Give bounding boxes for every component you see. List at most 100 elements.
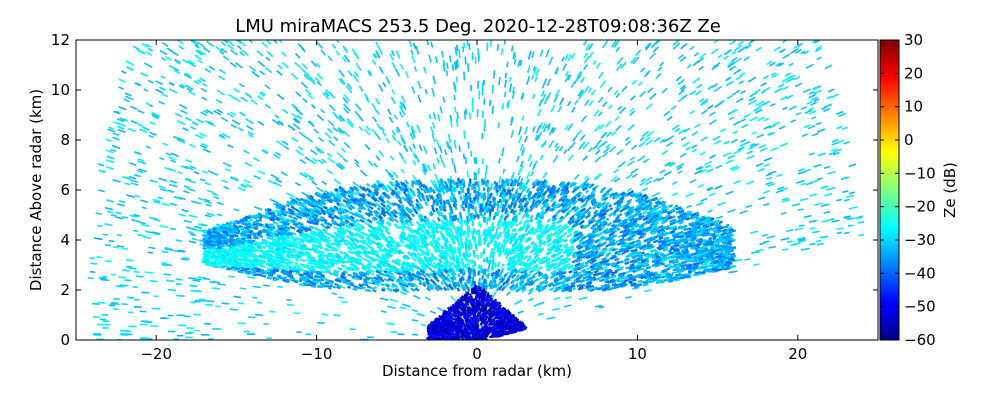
echo-sample <box>810 116 817 120</box>
echo-sample <box>413 180 418 186</box>
echo-sample <box>610 40 617 48</box>
echo-sample <box>173 69 181 75</box>
echo-sample <box>696 83 703 89</box>
echo-sample <box>819 235 829 239</box>
echo-sample <box>329 190 336 196</box>
echo-sample <box>128 175 137 180</box>
echo-sample <box>548 140 554 149</box>
echo-sample <box>697 183 704 189</box>
echo-sample <box>433 180 438 188</box>
echo-sample <box>132 286 138 289</box>
echo-sample <box>661 87 668 94</box>
echo-sample <box>462 153 466 160</box>
echo-sample <box>324 235 331 240</box>
echo-sample <box>616 57 624 65</box>
echo-sample <box>176 119 186 126</box>
echo-sample <box>451 157 455 165</box>
echo-sample <box>445 70 449 77</box>
echo-sample <box>454 47 457 53</box>
echo-sample <box>313 226 319 231</box>
echo-sample <box>313 275 318 279</box>
echo-sample <box>116 245 125 248</box>
echo-sample <box>546 316 556 320</box>
echo-sample <box>180 83 186 88</box>
echo-sample <box>637 155 646 162</box>
echo-sample <box>265 233 271 237</box>
echo-sample <box>660 262 665 266</box>
echo-sample <box>628 240 636 246</box>
echo-sample <box>598 123 605 131</box>
echo-sample <box>526 75 531 85</box>
echo-sample <box>400 168 405 174</box>
echo-sample <box>183 185 190 189</box>
echo-sample <box>326 152 333 158</box>
echo-sample <box>708 111 716 117</box>
echo-sample <box>188 240 197 244</box>
echo-sample <box>746 154 755 160</box>
echo-sample <box>392 288 398 293</box>
echo-sample <box>794 48 802 54</box>
echo-sample <box>190 233 196 237</box>
echo-sample <box>184 165 194 171</box>
echo-sample <box>484 119 487 128</box>
echo-sample <box>281 61 289 69</box>
echo-sample <box>343 94 350 102</box>
echo-sample <box>564 124 569 131</box>
echo-sample <box>668 162 676 168</box>
echo-sample <box>178 213 186 217</box>
echo-sample <box>244 161 253 168</box>
echo-sample <box>513 54 517 60</box>
echo-sample <box>211 287 221 290</box>
echo-sample <box>680 136 687 141</box>
echo-sample <box>570 141 576 148</box>
echo-sample <box>420 244 425 249</box>
echo-sample <box>301 62 308 70</box>
echo-sample <box>389 298 398 303</box>
echo-sample <box>206 189 214 194</box>
echo-sample <box>750 230 759 234</box>
echo-sample <box>328 139 336 147</box>
echo-sample <box>89 270 96 274</box>
echo-sample <box>455 60 458 69</box>
echo-sample <box>355 250 361 255</box>
echo-sample <box>261 41 268 48</box>
echo-sample <box>423 66 427 74</box>
echo-sample <box>496 44 499 51</box>
echo-sample <box>627 160 635 167</box>
echo-sample <box>387 217 393 222</box>
echo-sample <box>564 196 568 201</box>
echo-sample <box>666 116 673 122</box>
echo-sample <box>840 176 849 181</box>
echo-sample <box>583 52 588 59</box>
echo-sample <box>424 296 431 301</box>
echo-sample <box>341 56 348 63</box>
echo-sample <box>823 210 831 214</box>
echo-sample <box>617 105 622 111</box>
echo-sample <box>782 106 788 111</box>
echo-sample <box>149 216 158 220</box>
echo-sample <box>280 171 288 177</box>
echo-sample <box>355 103 362 111</box>
echo-sample <box>439 145 443 154</box>
echo-sample <box>823 165 831 170</box>
echo-sample <box>532 93 536 100</box>
echo-sample <box>213 110 222 116</box>
echo-sample <box>308 77 316 85</box>
echo-sample <box>321 211 327 216</box>
echo-sample <box>519 59 523 66</box>
echo-sample <box>712 135 721 141</box>
echo-sample <box>201 170 209 175</box>
echo-sample <box>719 128 726 133</box>
echo-sample <box>782 197 789 201</box>
echo-sample <box>148 134 154 139</box>
echo-sample <box>147 79 154 84</box>
echo-sample <box>805 63 814 69</box>
echo-sample <box>564 53 570 62</box>
echo-sample <box>758 196 766 201</box>
echo-sample <box>247 131 254 136</box>
echo-sample <box>431 88 436 97</box>
echo-sample <box>506 101 509 107</box>
echo-sample <box>204 200 212 205</box>
echo-sample <box>450 295 456 301</box>
echo-sample <box>387 277 395 282</box>
